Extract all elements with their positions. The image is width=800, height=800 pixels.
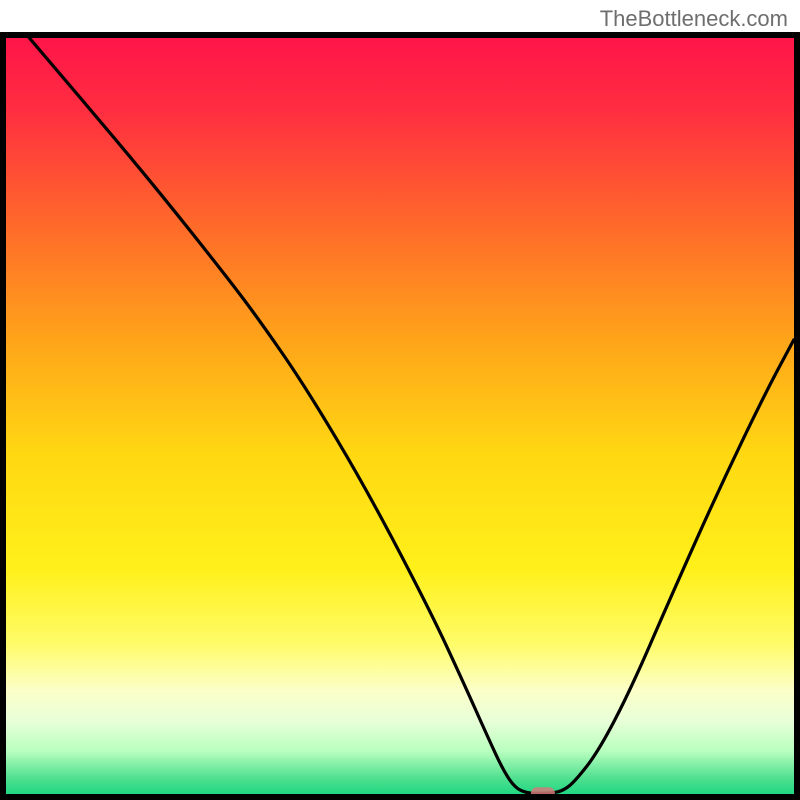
watermark-text: TheBottleneck.com (600, 6, 788, 32)
bottleneck-curve-chart (0, 0, 800, 800)
chart-container: TheBottleneck.com (0, 0, 800, 800)
